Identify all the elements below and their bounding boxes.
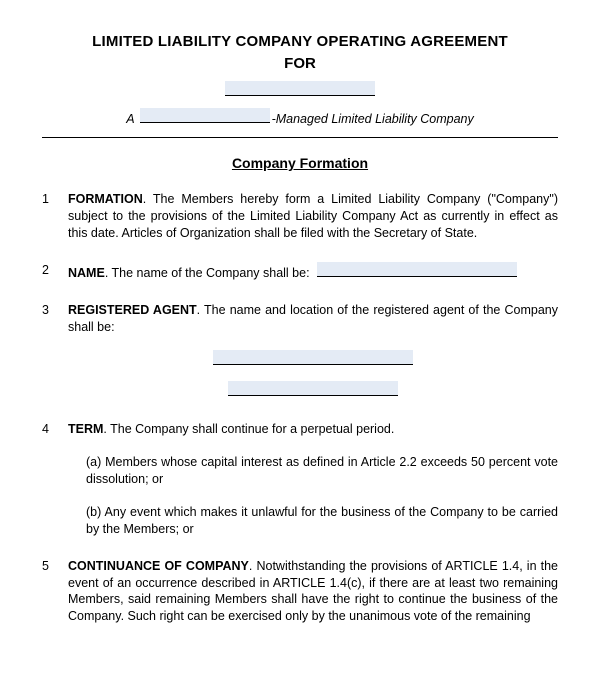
clause-title: FORMATION (68, 192, 143, 206)
document-title-line2: FOR (42, 54, 558, 74)
subtitle-row: A -Managed Limited Liability Company (42, 108, 558, 128)
clause-term: TERM. The Company shall continue for a p… (42, 421, 558, 537)
clause-name: NAME. The name of the Company shall be: (42, 262, 558, 282)
agent-name-field[interactable] (213, 350, 413, 365)
agent-fields (68, 350, 558, 402)
subtitle-prefix: A (126, 112, 134, 126)
clause-title: REGISTERED AGENT (68, 303, 197, 317)
clause-registered-agent: REGISTERED AGENT. The name and location … (42, 302, 558, 402)
clause-formation: FORMATION. The Members hereby form a Lim… (42, 191, 558, 242)
company-name-header-field[interactable] (225, 81, 375, 96)
clause-title: TERM (68, 422, 103, 436)
clause-body: . The name of the Company shall be: (105, 266, 310, 280)
section-heading: Company Formation (42, 154, 558, 173)
agent-location-field[interactable] (228, 381, 398, 396)
clause-body: . The Company shall continue for a perpe… (103, 422, 394, 436)
clause-title: CONTINUANCE OF COMPANY (68, 559, 249, 573)
clause-list: FORMATION. The Members hereby form a Lim… (42, 191, 558, 625)
document-title-line1: LIMITED LIABILITY COMPANY OPERATING AGRE… (42, 32, 558, 52)
management-type-field[interactable] (140, 108, 270, 123)
clause-term-sub-b: (b) Any event which makes it unlawful fo… (68, 504, 558, 538)
clause-term-sub-a: (a) Members whose capital interest as de… (68, 454, 558, 488)
subtitle-suffix: -Managed Limited Liability Company (272, 112, 474, 126)
clause-title: NAME (68, 266, 105, 280)
company-name-field[interactable] (317, 262, 517, 277)
clause-continuance: CONTINUANCE OF COMPANY. Notwithstanding … (42, 558, 558, 626)
header-separator (42, 137, 558, 138)
